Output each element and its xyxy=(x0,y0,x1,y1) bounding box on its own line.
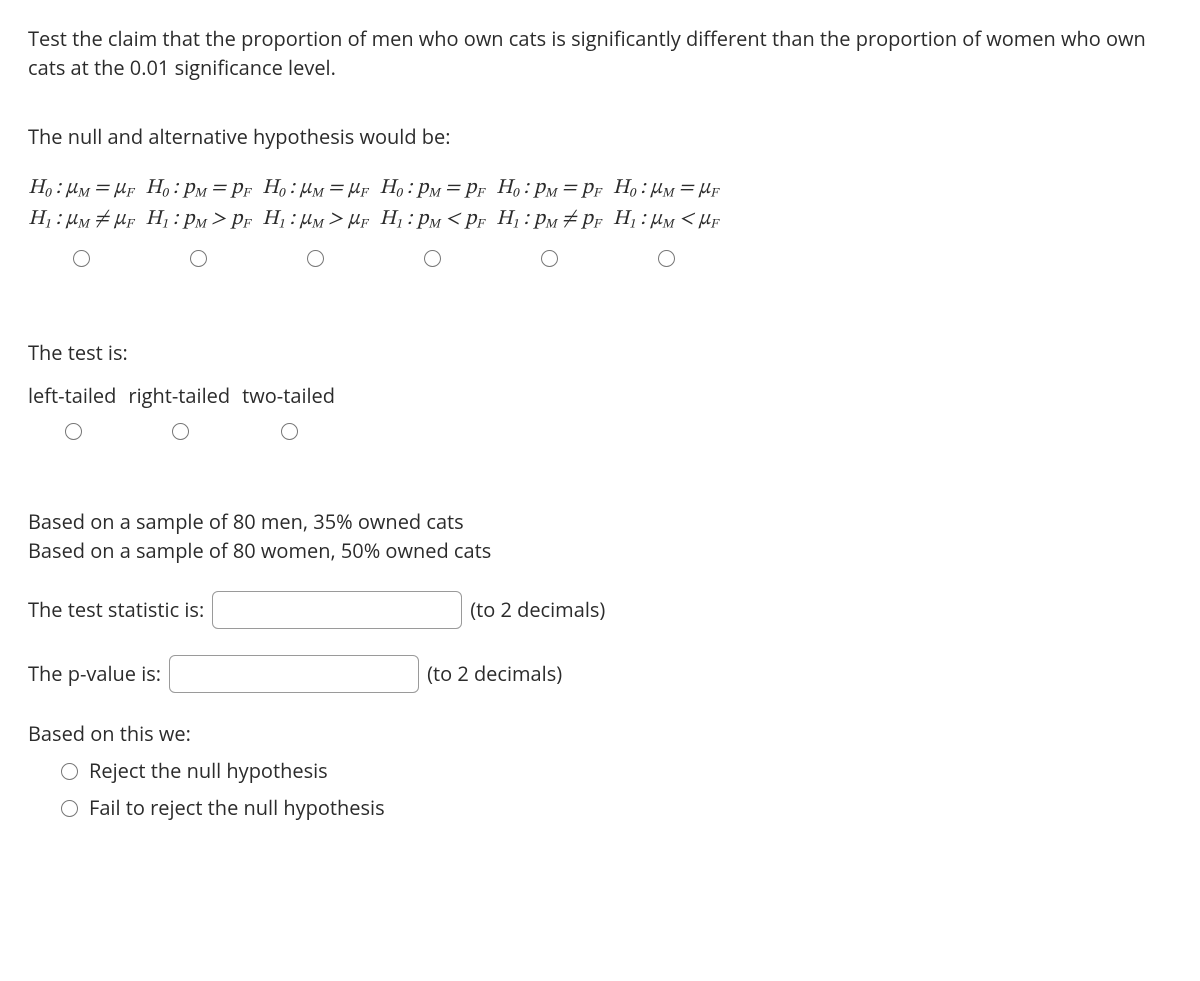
hypothesis-radio-4[interactable] xyxy=(424,250,441,267)
conclusion-radio-fail[interactable] xyxy=(61,800,78,817)
hypothesis-option-2-h0: H0 : pM = pF xyxy=(145,173,250,204)
hypothesis-radio-3[interactable] xyxy=(307,250,324,267)
hypothesis-option-1-h0: H0 : μM = μF xyxy=(28,173,133,204)
hypothesis-option-2-h1: H1 : pM > pF xyxy=(145,204,250,235)
hypothesis-option-4-h1: H1 : pM < pF xyxy=(379,204,484,235)
hypothesis-option-3: H0 : μM = μF H1 : μM > μF xyxy=(262,173,367,278)
tail-options: left-tailed right-tailed two-tailed xyxy=(28,381,1172,447)
hypothesis-option-3-h0: H0 : μM = μF xyxy=(262,173,367,204)
test-statistic-row: The test statistic is: (to 2 decimals) xyxy=(28,591,1172,629)
tail-option-two: two-tailed xyxy=(242,381,335,447)
hypothesis-option-5: H0 : pM = pF H1 : pM ≠ pF xyxy=(496,173,601,278)
question-intro: Test the claim that the proportion of me… xyxy=(28,24,1172,82)
hypothesis-radio-5[interactable] xyxy=(541,250,558,267)
hypothesis-prompt: The null and alternative hypothesis woul… xyxy=(28,122,1172,151)
conclusion-option-fail-label: Fail to reject the null hypothesis xyxy=(89,793,385,822)
tail-radio-right[interactable] xyxy=(172,423,189,440)
conclusion-radio-reject[interactable] xyxy=(61,763,78,780)
hypothesis-option-6: H0 : μM = μF H1 : μM < μF xyxy=(613,173,718,278)
hypothesis-options: H0 : μM = μF H1 : μM ≠ μF H0 : pM = pF H… xyxy=(28,173,1172,278)
tail-radio-two[interactable] xyxy=(281,423,298,440)
pvalue-input[interactable] xyxy=(169,655,419,693)
hypothesis-option-6-h1: H1 : μM < μF xyxy=(613,204,718,235)
tail-option-left-label: left-tailed xyxy=(28,381,116,410)
hypothesis-option-1: H0 : μM = μF H1 : μM ≠ μF xyxy=(28,173,133,278)
hypothesis-option-5-h0: H0 : pM = pF xyxy=(496,173,601,204)
conclusion-prompt: Based on this we: xyxy=(28,719,1172,748)
test-statistic-input[interactable] xyxy=(212,591,462,629)
pvalue-row: The p-value is: (to 2 decimals) xyxy=(28,655,1172,693)
tail-option-left: left-tailed xyxy=(28,381,116,447)
sample-women: Based on a sample of 80 women, 50% owned… xyxy=(28,536,1172,565)
sample-men: Based on a sample of 80 men, 35% owned c… xyxy=(28,507,1172,536)
test-statistic-label: The test statistic is: xyxy=(28,595,204,624)
tail-option-right-label: right-tailed xyxy=(128,381,230,410)
hypothesis-option-6-h0: H0 : μM = μF xyxy=(613,173,718,204)
tail-option-right: right-tailed xyxy=(128,381,230,447)
hypothesis-option-4: H0 : pM = pF H1 : pM < pF xyxy=(379,173,484,278)
conclusion-option-fail[interactable]: Fail to reject the null hypothesis xyxy=(56,793,1172,822)
hypothesis-option-4-h0: H0 : pM = pF xyxy=(379,173,484,204)
hypothesis-option-5-h1: H1 : pM ≠ pF xyxy=(496,204,601,235)
hypothesis-radio-2[interactable] xyxy=(190,250,207,267)
pvalue-hint: (to 2 decimals) xyxy=(427,659,562,688)
pvalue-label: The p-value is: xyxy=(28,659,161,688)
tail-prompt: The test is: xyxy=(28,338,1172,367)
hypothesis-option-2: H0 : pM = pF H1 : pM > pF xyxy=(145,173,250,278)
conclusion-option-reject[interactable]: Reject the null hypothesis xyxy=(56,756,1172,785)
hypothesis-option-1-h1: H1 : μM ≠ μF xyxy=(28,204,133,235)
conclusion-option-reject-label: Reject the null hypothesis xyxy=(89,756,328,785)
conclusion-options: Reject the null hypothesis Fail to rejec… xyxy=(28,756,1172,822)
tail-radio-left[interactable] xyxy=(65,423,82,440)
hypothesis-radio-1[interactable] xyxy=(73,250,90,267)
hypothesis-option-3-h1: H1 : μM > μF xyxy=(262,204,367,235)
test-statistic-hint: (to 2 decimals) xyxy=(470,595,605,624)
tail-option-two-label: two-tailed xyxy=(242,381,335,410)
hypothesis-radio-6[interactable] xyxy=(658,250,675,267)
